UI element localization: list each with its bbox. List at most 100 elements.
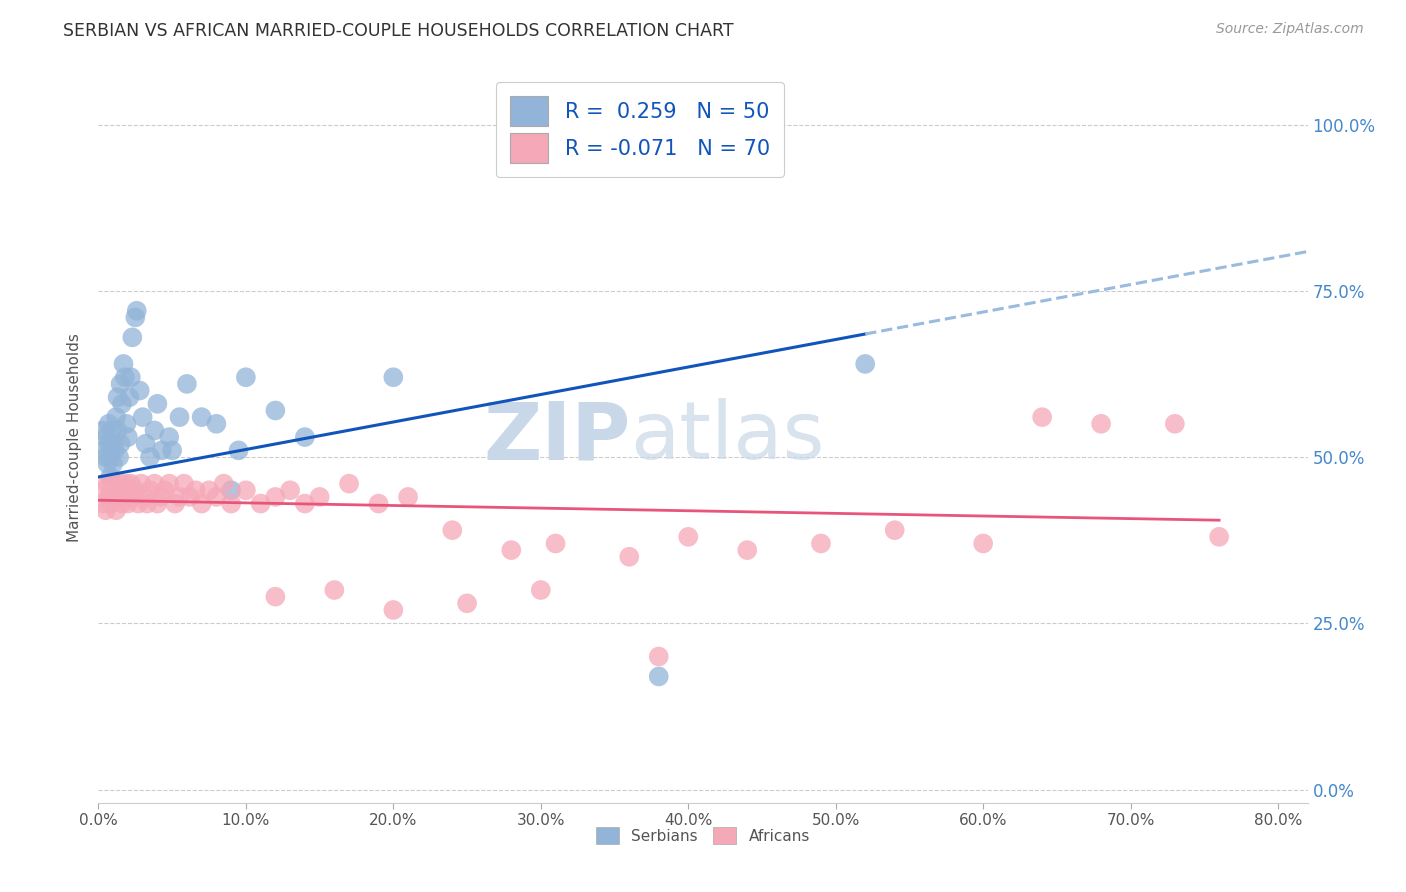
- Point: [100, 483, 122, 498]
- Point: [131, 410, 153, 425]
- Point: [810, 536, 832, 550]
- Point: [294, 430, 316, 444]
- Point: [97, 436, 120, 450]
- Point: [93, 443, 115, 458]
- Point: [382, 603, 405, 617]
- Point: [107, 424, 129, 438]
- Point: [1164, 417, 1187, 431]
- Point: [98, 450, 121, 464]
- Point: [184, 483, 207, 498]
- Point: [125, 303, 148, 318]
- Point: [235, 483, 257, 498]
- Text: ZIP: ZIP: [484, 398, 630, 476]
- Point: [205, 417, 228, 431]
- Point: [135, 436, 157, 450]
- Point: [212, 476, 235, 491]
- Point: [104, 476, 127, 491]
- Text: atlas: atlas: [630, 398, 825, 476]
- Point: [544, 536, 567, 550]
- Point: [129, 476, 152, 491]
- Point: [530, 582, 553, 597]
- Text: SERBIAN VS AFRICAN MARRIED-COUPLE HOUSEHOLDS CORRELATION CHART: SERBIAN VS AFRICAN MARRIED-COUPLE HOUSEH…: [63, 22, 734, 40]
- Point: [134, 490, 156, 504]
- Point: [120, 476, 142, 491]
- Point: [136, 497, 159, 511]
- Point: [91, 424, 114, 438]
- Point: [114, 370, 136, 384]
- Point: [112, 483, 135, 498]
- Point: [382, 370, 405, 384]
- Point: [110, 376, 132, 391]
- Point: [143, 424, 166, 438]
- Point: [100, 424, 122, 438]
- Point: [337, 476, 360, 491]
- Point: [278, 483, 301, 498]
- Point: [97, 490, 120, 504]
- Point: [121, 330, 143, 344]
- Point: [150, 443, 173, 458]
- Point: [249, 497, 271, 511]
- Point: [648, 669, 671, 683]
- Point: [104, 443, 127, 458]
- Point: [105, 410, 128, 425]
- Point: [883, 523, 905, 537]
- Point: [127, 497, 149, 511]
- Point: [110, 436, 132, 450]
- Point: [1090, 417, 1112, 431]
- Point: [98, 470, 121, 484]
- Point: [176, 376, 198, 391]
- Point: [294, 497, 316, 511]
- Point: [115, 417, 138, 431]
- Point: [157, 476, 180, 491]
- Point: [219, 483, 242, 498]
- Point: [308, 490, 330, 504]
- Point: [121, 490, 143, 504]
- Point: [228, 443, 250, 458]
- Point: [94, 503, 117, 517]
- Point: [118, 483, 141, 498]
- Point: [94, 450, 117, 464]
- Point: [139, 483, 162, 498]
- Point: [143, 476, 166, 491]
- Point: [264, 403, 287, 417]
- Point: [456, 596, 478, 610]
- Point: [107, 390, 129, 404]
- Point: [853, 357, 876, 371]
- Point: [108, 450, 131, 464]
- Point: [1208, 530, 1230, 544]
- Point: [96, 476, 118, 491]
- Point: [264, 590, 287, 604]
- Point: [235, 370, 257, 384]
- Point: [128, 384, 150, 398]
- Point: [111, 397, 134, 411]
- Point: [94, 430, 117, 444]
- Legend: Serbians, Africans: Serbians, Africans: [591, 822, 815, 850]
- Point: [112, 357, 135, 371]
- Point: [190, 497, 212, 511]
- Point: [323, 582, 346, 597]
- Point: [115, 476, 138, 491]
- Point: [101, 490, 124, 504]
- Point: [101, 436, 124, 450]
- Point: [117, 430, 139, 444]
- Text: Source: ZipAtlas.com: Source: ZipAtlas.com: [1216, 22, 1364, 37]
- Point: [146, 497, 169, 511]
- Point: [501, 543, 523, 558]
- Point: [149, 490, 172, 504]
- Point: [396, 490, 419, 504]
- Point: [114, 490, 136, 504]
- Point: [157, 430, 180, 444]
- Point: [173, 476, 195, 491]
- Point: [96, 457, 118, 471]
- Point: [619, 549, 641, 564]
- Point: [108, 490, 131, 504]
- Point: [107, 483, 129, 498]
- Point: [648, 649, 671, 664]
- Point: [169, 410, 191, 425]
- Point: [101, 457, 124, 471]
- Point: [97, 417, 120, 431]
- Point: [441, 523, 464, 537]
- Point: [219, 497, 242, 511]
- Point: [179, 490, 201, 504]
- Point: [198, 483, 221, 498]
